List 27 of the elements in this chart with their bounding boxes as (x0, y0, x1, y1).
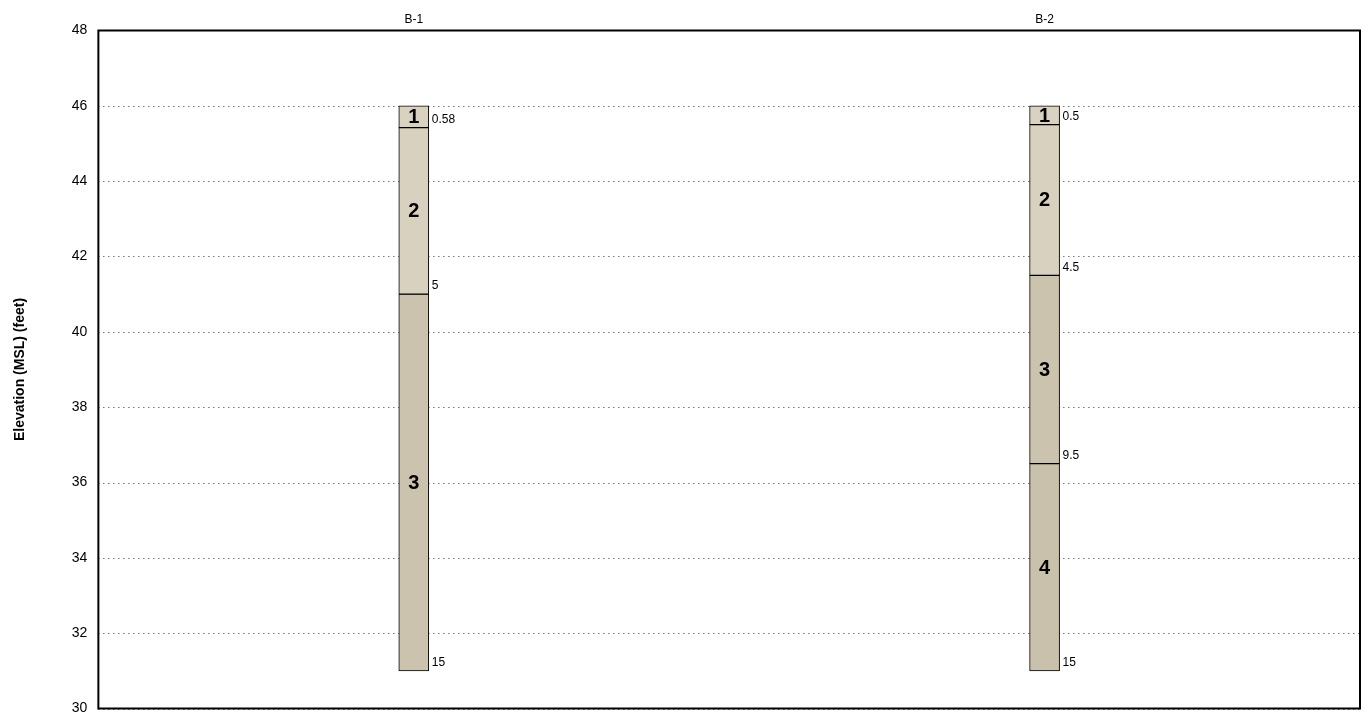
y-axis-title: Elevation (MSL) (feet) (11, 297, 28, 442)
text: 3 (408, 471, 420, 494)
text: 1 (1039, 103, 1051, 126)
x-tick-label: B-1 (404, 11, 424, 26)
annotation: 9.5 (1062, 448, 1080, 463)
y-tick-label: 46 (71, 96, 88, 113)
annotation: 15 (1062, 655, 1077, 670)
annotation: 5 (431, 278, 439, 293)
y-tick-label: 36 (71, 473, 88, 490)
y-tick-label: 32 (71, 624, 88, 641)
y-tick-label: 48 (71, 21, 88, 38)
series-label: 1 (408, 105, 420, 128)
x-tick-label: B-2 (1035, 11, 1055, 26)
text: 2 (408, 199, 420, 222)
y-tick-label: 42 (71, 247, 88, 264)
y-tick-label: 34 (71, 548, 88, 565)
y-tick-label: 44 (71, 171, 88, 188)
series-label: 3 (1039, 358, 1051, 381)
annotation: 4.5 (1062, 259, 1080, 274)
annotation: 0.58 (431, 111, 456, 126)
annotation: 0.5 (1062, 108, 1080, 123)
y-tick-label: 40 (71, 322, 88, 339)
y-tick-label: 38 (71, 398, 88, 415)
y-tick-label: 30 (71, 699, 88, 716)
annotation: 15 (431, 655, 446, 670)
series-label: 4 (1039, 555, 1052, 578)
series-label: 2 (1039, 188, 1051, 211)
